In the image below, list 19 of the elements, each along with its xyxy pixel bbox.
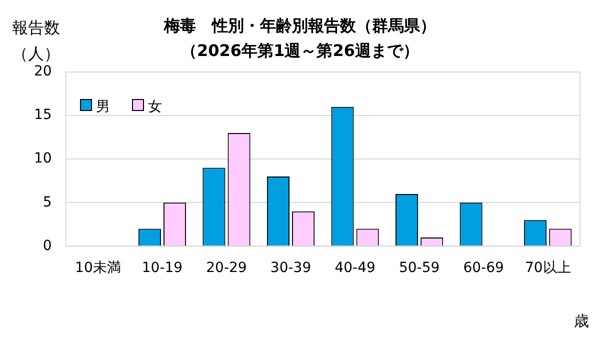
x-tick-label: 60-69: [463, 260, 504, 276]
x-tick-label: 40-49: [334, 260, 376, 276]
y-tick-label: 20: [34, 64, 52, 80]
x-tick-label: 70以上: [524, 260, 571, 276]
x-tick-label: 30-39: [270, 260, 312, 276]
y-tick-label: 15: [34, 107, 52, 124]
chart-title: 梅毒 性別・年齢別報告数（群馬県）: [164, 16, 436, 35]
legend-label: 女: [147, 98, 162, 116]
y-tick-label: 10: [34, 150, 52, 167]
y-axis-title: 報告数（人）: [12, 18, 60, 63]
x-tick-label: 50-59: [398, 260, 440, 276]
x-tick-label: 10-19: [142, 260, 183, 276]
y-tick-label: 0: [42, 238, 52, 254]
chart-subtitle: （2026年第1週～第26週まで）: [181, 41, 419, 60]
y-tick-label: 5: [42, 194, 52, 210]
x-tick-label: 20-29: [206, 260, 247, 276]
legend-label: 男: [95, 98, 110, 116]
x-axis-title: 歳: [574, 312, 589, 331]
x-tick-label: 10未満: [75, 260, 121, 276]
